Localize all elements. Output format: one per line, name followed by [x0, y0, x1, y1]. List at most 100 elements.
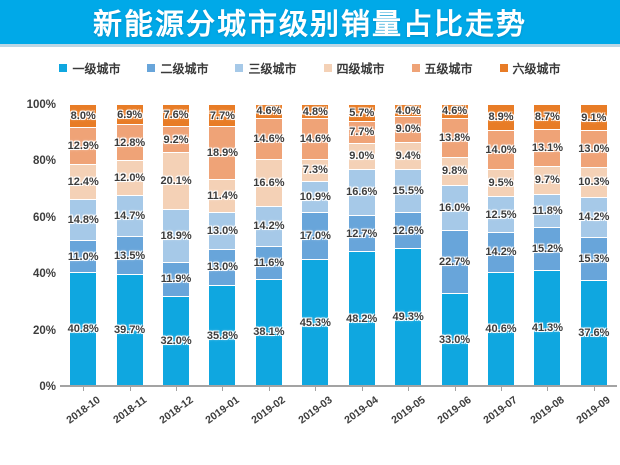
bar-segment-tier1: 41.3% — [531, 271, 564, 385]
bar-segment-tier1: 40.6% — [485, 273, 517, 385]
segment-value-label: 4.6% — [442, 105, 468, 118]
y-axis-tick-label: 100% — [26, 99, 56, 111]
x-axis-tick — [593, 387, 595, 391]
segment-value-label: 41.3% — [531, 322, 564, 335]
x-axis-tick — [222, 387, 224, 391]
segment-value-label: 12.8% — [114, 136, 146, 149]
segment-value-label: 20.1% — [160, 175, 192, 188]
segment-value-label: 18.9% — [160, 229, 192, 242]
y-axis-tick-label: 0% — [39, 381, 56, 393]
bar-segment-tier1: 37.6% — [578, 281, 609, 385]
bar-segment-tier6: 7.7% — [209, 104, 236, 128]
x-axis-tick — [129, 387, 131, 391]
bar-segment-tier4: 9.7% — [534, 167, 561, 195]
x-axis-category-label: 2018-12 — [156, 394, 196, 427]
segment-value-label: 8.7% — [534, 110, 560, 123]
segment-value-label: 7.7% — [209, 109, 236, 122]
x-axis-category-label: 2019-08 — [528, 394, 567, 427]
bar-column: 35.8% 13.0% 13.0% 11.4% 18.9% 7.7% 2019-01 — [199, 104, 245, 426]
bar-segment-tier1: 45.3% — [299, 260, 331, 385]
bar-segment-tier2: 12.6% — [392, 213, 424, 250]
segment-value-label: 7.3% — [302, 164, 328, 177]
bar-segment-tier6: 4.6% — [255, 105, 282, 119]
legend-item-label: 六级城市 — [512, 61, 561, 76]
segment-value-label: 14.2% — [253, 220, 285, 233]
segment-value-label: 4.6% — [256, 105, 282, 118]
bar-segment-tier3: 14.2% — [253, 206, 285, 247]
y-axis-tick-label: 40% — [32, 268, 56, 281]
bar-segment-tier4: 12.4% — [68, 164, 99, 200]
legend-item-4: 四级城市 — [323, 60, 385, 77]
bar-column: 33.0% 22.7% 16.0% 9.8% 13.8% 4.6% 2019-06 — [431, 105, 477, 426]
bar-column: 48.2% 12.7% 16.6% 9.0% 7.7% 5.7% 2019-04 — [339, 105, 385, 426]
legend-item-label: 五级城市 — [424, 61, 473, 76]
bar-segment-tier5: 18.9% — [206, 127, 239, 181]
x-axis-tick — [454, 387, 456, 391]
bar-segment-tier3: 15.5% — [393, 169, 424, 214]
segment-value-label: 9.0% — [349, 150, 375, 163]
legend-swatch-icon — [235, 64, 244, 72]
segment-value-label: 12.7% — [346, 227, 378, 240]
segment-value-label: 5.7% — [349, 106, 375, 119]
segment-value-label: 15.2% — [531, 243, 564, 256]
segment-value-label: 45.3% — [299, 316, 331, 329]
segment-value-label: 12.0% — [114, 171, 146, 184]
segment-value-label: 14.6% — [253, 132, 285, 145]
y-axis-tick-label: 80% — [32, 155, 56, 168]
segment-value-label: 11.9% — [160, 273, 192, 286]
bar-segment-tier2: 15.2% — [531, 228, 564, 272]
segment-value-label: 7.6% — [163, 109, 189, 122]
x-axis-tick — [408, 387, 410, 391]
bar-segment-tier1: 38.1% — [253, 279, 284, 385]
segment-value-label: 9.5% — [488, 177, 514, 190]
segment-value-label: 4.8% — [302, 105, 328, 118]
segment-value-label: 9.7% — [534, 174, 560, 187]
legend-swatch-icon — [323, 64, 332, 72]
bar-segment-tier6: 7.6% — [163, 105, 190, 127]
segment-value-label: 32.0% — [160, 334, 192, 347]
segment-value-label: 22.7% — [438, 255, 471, 268]
x-axis-category-label: 2019-05 — [388, 394, 428, 427]
segment-value-label: 40.8% — [67, 322, 99, 335]
segment-value-label: 18.9% — [206, 147, 239, 160]
segment-value-label: 12.6% — [392, 224, 424, 237]
segment-value-label: 13.8% — [438, 131, 471, 144]
legend-swatch-icon — [147, 64, 156, 72]
bar-segment-tier3: 16.6% — [346, 169, 378, 217]
x-axis-tick — [361, 387, 363, 391]
bar-segment-tier3: 18.9% — [160, 209, 192, 263]
y-axis: 0% 20% 40% 60% 80% 100% — [0, 99, 56, 393]
segment-value-label: 17.0% — [299, 229, 331, 242]
y-axis-tick-label: 20% — [32, 324, 56, 337]
segment-value-label: 9.4% — [395, 149, 421, 162]
bar-segment-tier4: 20.1% — [160, 153, 192, 210]
legend-swatch-icon — [59, 64, 68, 72]
stacked-bar-chart: 0% 20% 40% 60% 80% 100% 40.8% 11.0% 14.8% 12.4% 1… — [0, 78, 620, 465]
segment-value-label: 13.0% — [578, 143, 610, 156]
bar-segment-tier3: 12.5% — [485, 197, 517, 233]
bar-segment-tier5: 13.8% — [438, 118, 471, 158]
bar-segment-tier5: 9.0% — [395, 117, 422, 143]
x-axis-category-label: 2019-06 — [435, 394, 474, 427]
bar-column: 39.7% 13.5% 14.7% 12.0% 12.8% 6.9% 2018-11 — [106, 105, 152, 426]
segment-value-label: 11.6% — [253, 256, 285, 269]
segment-value-label: 6.9% — [117, 108, 143, 121]
x-axis-category-label: 2018-11 — [110, 394, 149, 427]
x-axis-tick — [83, 387, 85, 391]
bar-segment-tier1: 39.7% — [114, 275, 145, 385]
x-axis-category-label: 2019-03 — [296, 394, 335, 427]
segment-value-label: 13.0% — [206, 224, 239, 237]
segment-value-label: 35.8% — [206, 329, 239, 342]
bar-column: 41.3% 15.2% 11.8% 9.7% 13.1% 8.7% 2019-08 — [524, 105, 570, 426]
x-axis-tick — [547, 387, 549, 391]
bar-segment-tier6: 5.7% — [348, 105, 375, 122]
bar-segment-tier5: 13.1% — [532, 129, 563, 168]
bar-segment-tier3: 13.0% — [206, 212, 239, 250]
segment-value-label: 13.5% — [114, 249, 146, 262]
segment-value-label: 16.6% — [346, 186, 378, 199]
y-axis-tick-label: 60% — [32, 211, 56, 224]
bar-column: 37.6% 15.3% 14.2% 10.3% 13.0% 9.1% 2019-09 — [571, 105, 617, 426]
segment-value-label: 13.0% — [206, 261, 239, 274]
bar-column: 40.8% 11.0% 14.8% 12.4% 12.9% 8.0% 2018-10 — [60, 104, 106, 426]
bar-segment-tier3: 10.9% — [300, 181, 331, 213]
